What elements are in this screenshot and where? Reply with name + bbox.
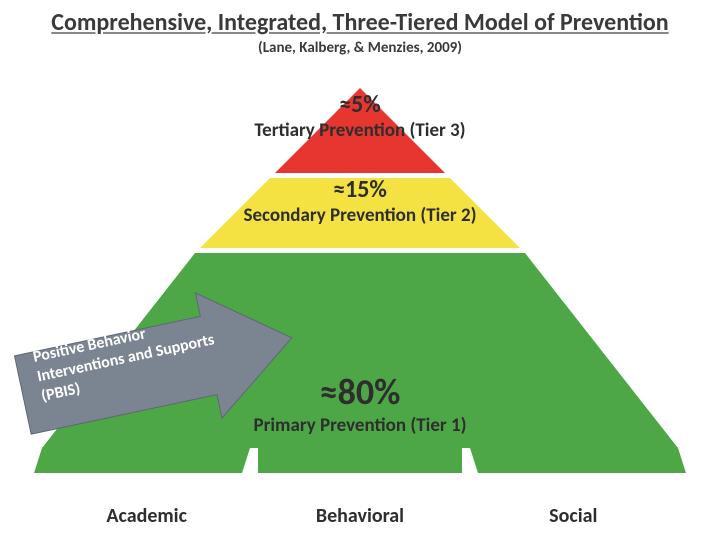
tier2-label: ≈15% Secondary Prevention (Tier 2) [180,175,540,227]
base-social: Social [467,504,680,528]
page-title: Comprehensive, Integrated, Three-Tiered … [0,0,720,37]
tier3-label: ≈5% Tertiary Prevention (Tier 3) [200,90,520,142]
tier3-name: Tertiary Prevention (Tier 3) [200,119,520,142]
pyramid-figure: ≈5% Tertiary Prevention (Tier 3) ≈15% Se… [0,60,720,540]
base-academic: Academic [40,504,253,528]
citation: (Lane, Kalberg, & Menzies, 2009) [0,39,720,57]
base-labels: Academic Behavioral Social [0,504,720,528]
tier2-pct: ≈15% [180,175,540,204]
tier3-pct: ≈5% [200,90,520,119]
tier2-name: Secondary Prevention (Tier 2) [180,204,540,227]
base-behavioral: Behavioral [253,504,466,528]
